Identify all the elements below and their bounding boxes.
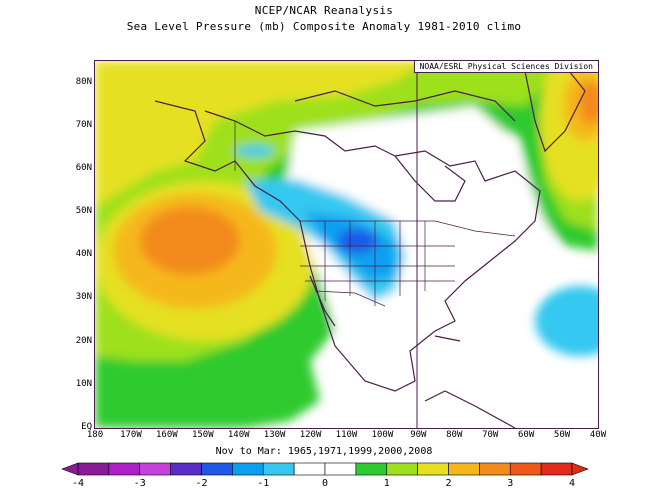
- colorbar-swatch: [417, 462, 449, 476]
- longitude-tick-label: 100W: [371, 430, 394, 440]
- colorbar-tick-label: -3: [133, 478, 146, 489]
- colorbar-swatch: [386, 462, 418, 476]
- colorbar-swatch: [77, 462, 110, 476]
- colorbar-swatch: [139, 462, 171, 476]
- anomaly-contour-yellow: [95, 61, 425, 206]
- border-west-us-states: [300, 221, 455, 306]
- colorbar-swatch: [540, 462, 573, 476]
- colorbar-tick-label: -2: [195, 478, 208, 489]
- colorbar-max-arrow: [571, 462, 589, 476]
- colorbar-tick-label: -1: [257, 478, 270, 489]
- colorbar-swatch: [509, 462, 542, 476]
- longitude-tick-label: 110W: [335, 430, 358, 440]
- coastline-arctic: [294, 90, 516, 122]
- colorbar-swatch: [170, 462, 202, 476]
- chart-title: NCEP/NCAR Reanalysis: [254, 4, 394, 17]
- latitude-tick-label: 20N: [75, 335, 92, 346]
- coastline-south-america: [424, 390, 516, 428]
- colorbar-swatch: [448, 462, 480, 476]
- latitude-tick-label: 50N: [75, 206, 92, 217]
- colorbar-swatch: [262, 462, 295, 476]
- border-us-canada: [300, 220, 516, 237]
- longitude-tick-label: 50W: [553, 430, 571, 440]
- coastlines: [154, 65, 586, 428]
- anomaly-contour-lightblue-north: [235, 145, 275, 157]
- anomaly-contour-darkblue: [337, 229, 377, 253]
- chart-subtitle: Sea Level Pressure (mb) Composite Anomal…: [126, 20, 522, 33]
- composite-years-caption: Nov to Mar: 1965,1971,1999,2000,2008: [215, 446, 433, 457]
- longitude-tick-label: 150W: [191, 430, 214, 440]
- coastline-hudson-bay: [394, 155, 466, 202]
- anomaly-map: NOAA/ESRL Physical Sciences Division: [95, 61, 598, 428]
- latitude-tick-label: 40N: [75, 249, 92, 260]
- colorbar-tick-label: -4: [71, 478, 85, 489]
- colorbar-swatch: [201, 462, 233, 476]
- longitude-tick-label: 160W: [156, 430, 178, 440]
- colorbar-swatch: [293, 462, 326, 476]
- political-borders: [234, 121, 516, 307]
- coastline-north-america: [154, 100, 541, 392]
- anomaly-contour-lightblue-east: [535, 286, 598, 356]
- longitude-tick-label: 140W: [227, 430, 250, 440]
- latitude-tick-label: 60N: [75, 162, 92, 173]
- latitude-tick-label: EQ: [81, 422, 92, 432]
- colorbar-swatch: [355, 462, 388, 476]
- colorbar-tick-label: 3: [507, 478, 514, 489]
- anomaly-map-svg: [95, 61, 598, 428]
- longitude-tick-label: 170W: [120, 430, 142, 440]
- colorbar-swatch: [479, 462, 511, 476]
- data-source-credit: NOAA/ESRL Physical Sciences Division: [413, 61, 598, 73]
- longitude-tick-label: 180: [86, 430, 104, 440]
- longitude-tick-label: 70W: [482, 430, 499, 440]
- longitude-tick-label: 40W: [589, 430, 607, 440]
- latitude-tick-label: 80N: [75, 76, 92, 87]
- colorbar-min-arrow: [61, 462, 79, 476]
- colorbar-tick-label: 4: [568, 478, 576, 489]
- colorbar-tick-label: 2: [445, 478, 452, 489]
- coastline-baja: [309, 275, 336, 327]
- colorbar-swatch: [232, 462, 264, 476]
- colorbar-tick-label: 1: [383, 478, 390, 489]
- longitude-tick-label: 80W: [446, 430, 463, 440]
- longitude-tick-label: 60W: [518, 430, 535, 440]
- latitude-tick-label: 70N: [75, 119, 92, 130]
- coastline-cuba: [434, 335, 461, 342]
- colorbar-swatch: [108, 462, 141, 476]
- colorbar: [61, 462, 589, 476]
- longitude-tick-label: 90W: [410, 430, 427, 440]
- anomaly-contour-orange-east: [579, 81, 598, 125]
- colorbar-swatch: [324, 462, 357, 476]
- colorbar-tick-label: 0: [321, 478, 329, 489]
- longitude-tick-label: 130W: [263, 430, 286, 440]
- anomaly-contour-orange: [140, 207, 240, 275]
- latitude-tick-label: 30N: [75, 292, 92, 303]
- longitude-tick-label: 120W: [299, 430, 322, 440]
- latitude-tick-label: 10N: [75, 378, 92, 389]
